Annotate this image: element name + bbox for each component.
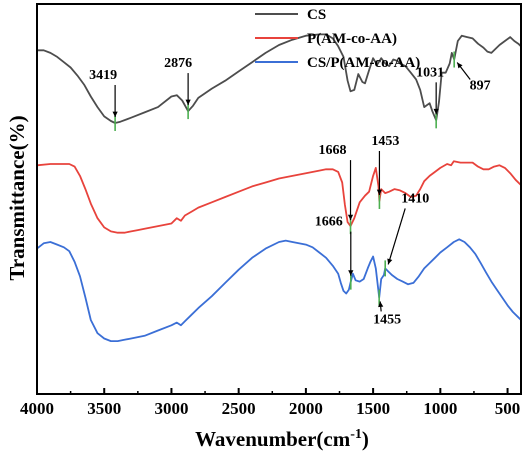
x-axis-title-superscript: -1: [350, 427, 362, 442]
x-tick-label-500: 500: [495, 399, 521, 418]
series-line-0: [37, 33, 522, 124]
x-tick-label-1000: 1000: [423, 399, 457, 418]
x-tick-label-1500: 1500: [356, 399, 390, 418]
peak-arrow-head-3419: [112, 111, 118, 117]
x-axis-ticks: 4000 3500 3000 2500 2000 1500 1000 500: [20, 388, 520, 418]
peak-label-897: 897: [470, 79, 491, 94]
legend-label-2: CS/P(AM-co-AA): [307, 55, 420, 71]
x-tick-label-3000: 3000: [154, 399, 188, 418]
peak-arrow-head-897: [457, 62, 463, 69]
peak-arrow-head-1453: [376, 189, 383, 195]
x-tick-label-2500: 2500: [222, 399, 256, 418]
peak-arrow-head-1668: [347, 214, 354, 221]
series-line-2: [36, 238, 522, 342]
plot-layer: [36, 33, 522, 342]
x-axis-title-close: ): [362, 427, 369, 451]
x-axis-title: Wavenumber(cm-1): [195, 427, 369, 451]
peak-arrow-head-1031: [433, 108, 439, 115]
legend-label-1: P(AM-co-AA): [307, 31, 397, 47]
peak-arrow-line-1410: [387, 208, 406, 265]
annotations: 3419 2876 1031 897 1668 1453 1666 1410 1455: [89, 51, 491, 327]
series-line-1: [36, 160, 522, 234]
x-axis-title-main: Wavenumber(cm: [195, 427, 351, 451]
y-axis-title: Transmittance(%): [5, 115, 29, 280]
peak-label-3419: 3419: [89, 68, 117, 83]
peak-arrow-head-1666: [348, 270, 354, 276]
plot-frame: [36, 3, 522, 395]
peak-arrow-head-1455: [378, 301, 384, 308]
x-tick-label-2000: 2000: [289, 399, 323, 418]
legend: CS P(AM-co-AA) CS/P(AM-co-AA): [255, 7, 420, 71]
peak-arrow-head-1410: [387, 258, 393, 265]
x-tick-label-4000: 4000: [20, 399, 54, 418]
peak-label-2876: 2876: [164, 56, 192, 71]
peak-label-1666: 1666: [315, 215, 343, 230]
x-tick-label-3500: 3500: [87, 399, 121, 418]
peak-label-1455: 1455: [373, 312, 401, 327]
legend-label-0: CS: [307, 7, 326, 23]
peak-label-1453: 1453: [371, 134, 399, 149]
peak-label-1031: 1031: [416, 65, 444, 80]
peak-label-1410: 1410: [401, 191, 429, 206]
peak-arrow-head-2876: [185, 99, 191, 106]
peak-label-1668: 1668: [319, 143, 347, 158]
